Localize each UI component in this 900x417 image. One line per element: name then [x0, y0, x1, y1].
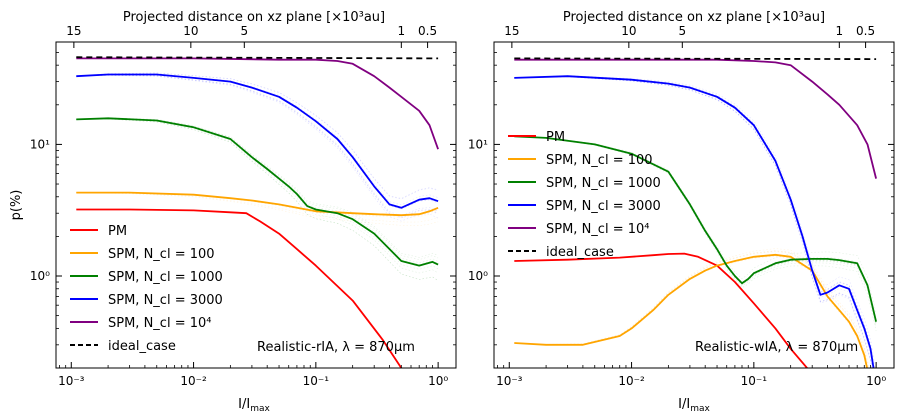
left-annotation: Realistic-rIA, λ = 870μm [257, 340, 415, 355]
x-tick-label: 10⁻³ [58, 374, 85, 388]
background-sample-line [514, 76, 873, 368]
background-sample-line [76, 74, 439, 218]
top-axis-tick-label: 1 [835, 24, 843, 38]
top-axis-tick-label: 10 [183, 24, 198, 38]
background-sample-line [514, 136, 877, 324]
background-sample-line [76, 118, 439, 281]
left-x-axis-label: I/Imax [238, 397, 270, 414]
background-sample-line [514, 250, 869, 368]
top-axis-tick-label: 1 [397, 24, 405, 38]
background-sample-line [514, 250, 869, 368]
top-axis-tick-label: 15 [66, 24, 81, 38]
background-sample-line [514, 75, 876, 368]
background-sample-line [514, 76, 873, 368]
background-sample-line [76, 72, 439, 200]
background-sample-line [76, 192, 439, 216]
background-sample-line [76, 74, 439, 210]
background-sample-line [514, 136, 877, 325]
top-axis-tick-label: 5 [240, 24, 248, 38]
left-plot-lines [76, 56, 439, 368]
legend-label: SPM, N_cl = 3000 [546, 199, 661, 214]
right-x-axis-label: I/Imax [678, 397, 710, 414]
right-axes-frame [493, 41, 895, 369]
background-sample-line [76, 72, 439, 199]
right-ticks: 10⁻³ 10⁻² 10⁻¹ 10⁰ 10⁰ 10¹ 15 10 5 1 0.5 [468, 24, 894, 388]
right-annotation: Realistic-wIA, λ = 870μm [695, 340, 858, 355]
background-sample-line [76, 117, 439, 261]
series-line [76, 56, 439, 60]
top-axis-tick-label: 5 [678, 24, 686, 38]
legend-label: ideal_case [546, 245, 614, 260]
x-tick-label: 10⁰ [866, 374, 886, 388]
legend-label: PM [108, 224, 127, 239]
series-line [514, 135, 877, 322]
series-line [514, 252, 809, 368]
background-sample-line [514, 136, 877, 331]
background-sample-line [76, 117, 439, 258]
y-axis-label: p(%) [9, 190, 24, 221]
background-sample-line [514, 255, 867, 368]
x-tick-label: 10⁻² [618, 374, 645, 388]
right-plot-lines [514, 57, 877, 368]
series-line [76, 191, 439, 217]
right-legend: PM SPM, N_cl = 100 SPM, N_cl = 1000 SPM, N_… [508, 130, 661, 260]
top-axis-tick-label: 0.5 [856, 24, 875, 38]
background-sample-line [514, 255, 867, 368]
background-sample-line [76, 75, 439, 222]
background-sample-line [76, 192, 439, 218]
x-tick-label: 10⁰ [428, 374, 448, 388]
x-tick-label: 10⁻¹ [303, 374, 330, 388]
background-sample-line [76, 118, 439, 281]
x-tick-label: 10⁻³ [496, 374, 523, 388]
top-axis-tick-label: 15 [504, 24, 519, 38]
y-tick-label: 10¹ [468, 137, 488, 151]
series-line [76, 73, 439, 209]
series-line [514, 58, 877, 179]
series-line [76, 57, 439, 150]
legend-label: ideal_case [108, 339, 176, 354]
series-line [514, 75, 875, 368]
legend-label: SPM, N_cl = 100 [546, 153, 653, 168]
series-line [76, 117, 439, 267]
series-line [514, 253, 868, 368]
background-sample-line [514, 248, 870, 368]
series-line [514, 57, 877, 60]
background-sample-line [76, 117, 439, 264]
legend-label: SPM, N_cl = 10⁴ [546, 222, 649, 237]
background-sample-line [76, 74, 439, 217]
top-axis-tick-label: 10 [621, 24, 636, 38]
background-sample-line [76, 74, 439, 219]
background-sample-line [514, 136, 877, 328]
series-line [76, 208, 403, 368]
x-tick-label: 10⁻² [180, 374, 207, 388]
background-sample-line [76, 118, 439, 270]
background-sample-line [514, 251, 869, 368]
y-tick-label: 10⁰ [30, 269, 50, 283]
background-sample-line [514, 76, 873, 368]
right-panel: 10⁻³ 10⁻² 10⁻¹ 10⁰ 10⁰ 10¹ 15 10 5 1 0.5 I/Imax Pr… [468, 10, 895, 414]
legend-label: PM [546, 130, 565, 145]
background-sample-line [76, 73, 439, 206]
background-sample-line [76, 192, 439, 217]
left-ticks: 10⁻³ 10⁻² 10⁻¹ 10⁰ 10⁰ 10¹ 15 10 5 1 0.5 [30, 24, 456, 388]
left-legend: PM SPM, N_cl = 100 SPM, N_cl = 1000 SPM, N_… [70, 224, 223, 354]
legend-label: SPM, N_cl = 1000 [546, 176, 661, 191]
x-tick-label: 10⁻¹ [741, 374, 768, 388]
background-sample-line [514, 76, 872, 368]
top-axis-tick-label: 0.5 [418, 24, 437, 38]
y-tick-label: 10⁰ [468, 269, 488, 283]
left-axes-frame [55, 41, 457, 369]
legend-label: SPM, N_cl = 1000 [108, 270, 223, 285]
background-sample-line [514, 136, 877, 314]
right-top-axis-label: Projected distance on xz plane [×10³au] [563, 10, 825, 25]
background-sample-line [514, 136, 877, 324]
left-top-axis-label: Projected distance on xz plane [×10³au] [123, 10, 385, 25]
background-sample-line [514, 136, 877, 320]
legend-label: SPM, N_cl = 3000 [108, 293, 223, 308]
legend-label: SPM, N_cl = 100 [108, 247, 215, 262]
legend-label: SPM, N_cl = 10⁴ [108, 316, 211, 331]
y-tick-label: 10¹ [30, 137, 50, 151]
left-panel: 10⁻³ 10⁻² 10⁻¹ 10⁰ 10⁰ 10¹ 15 10 5 1 0.5 p(%) I/Im… [9, 10, 457, 414]
